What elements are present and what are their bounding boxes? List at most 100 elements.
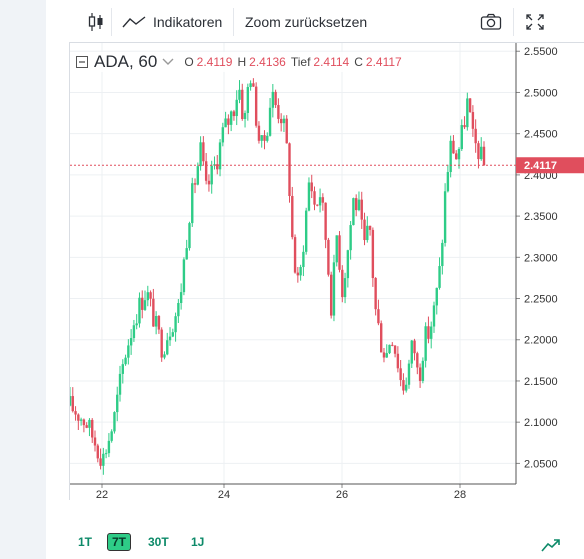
candle xyxy=(360,199,363,220)
candlestick-icon[interactable] xyxy=(85,8,107,36)
candle xyxy=(310,182,313,192)
timeframe-1t[interactable]: 1T xyxy=(78,535,93,549)
last-price-tag xyxy=(516,157,584,174)
candle xyxy=(227,118,230,125)
high-label: H xyxy=(237,55,247,69)
candle xyxy=(374,278,377,310)
candle xyxy=(174,316,177,333)
y-tick-label: 2.3500 xyxy=(524,211,558,223)
timeframe-1j[interactable]: 1J xyxy=(191,535,205,549)
candle xyxy=(388,344,391,354)
candle xyxy=(82,419,86,426)
chevron-down-icon[interactable] xyxy=(162,58,174,66)
candle xyxy=(396,353,400,369)
candle xyxy=(110,431,113,441)
candle xyxy=(157,315,161,330)
y-tick-label: 2.5000 xyxy=(524,87,558,99)
candle xyxy=(171,332,175,337)
low-value: 2.4114 xyxy=(313,55,350,69)
candle xyxy=(129,338,133,346)
fullscreen-icon[interactable] xyxy=(525,8,545,36)
candle xyxy=(449,140,452,173)
candle xyxy=(466,98,469,128)
candle xyxy=(302,251,305,268)
candle xyxy=(185,248,188,260)
candle xyxy=(307,182,311,211)
candle xyxy=(96,445,99,459)
candle xyxy=(163,354,166,358)
candle xyxy=(432,305,436,327)
candle xyxy=(210,165,213,185)
candle xyxy=(168,336,172,341)
zoom-reset-label: Zoom zurücksetzen xyxy=(245,14,368,30)
candle xyxy=(321,197,325,203)
collapse-icon[interactable] xyxy=(76,56,88,68)
candle xyxy=(324,202,327,240)
candle xyxy=(474,128,477,144)
candle xyxy=(316,204,319,206)
candle xyxy=(480,146,483,160)
last-price-label: 2.4117 xyxy=(524,160,557,172)
y-tick-label: 2.5500 xyxy=(524,46,558,58)
x-tick-label: 26 xyxy=(336,489,348,501)
candle xyxy=(104,453,108,455)
candle xyxy=(377,309,380,324)
candle xyxy=(257,125,261,141)
indicators-button[interactable]: Indikatoren xyxy=(122,8,222,36)
candle xyxy=(243,112,247,119)
candle xyxy=(193,183,197,185)
candle xyxy=(352,198,355,226)
camera-icon[interactable] xyxy=(480,8,502,36)
candle xyxy=(177,303,180,317)
y-tick-label: 2.3000 xyxy=(524,252,558,264)
candle xyxy=(166,340,169,355)
candlestick-chart[interactable]: 2.55002.50002.45002.40002.35002.30002.25… xyxy=(68,43,584,501)
candle xyxy=(438,266,441,288)
candle xyxy=(132,325,136,339)
candle xyxy=(268,107,272,136)
candle xyxy=(260,135,263,141)
candle xyxy=(413,340,416,354)
timeframe-7t[interactable]: 7T xyxy=(107,533,132,551)
candle xyxy=(135,323,138,326)
x-tick-label: 22 xyxy=(96,489,108,501)
candle xyxy=(332,262,336,316)
candle xyxy=(402,380,405,391)
candle xyxy=(441,242,444,267)
candle xyxy=(430,326,433,339)
candle xyxy=(113,412,116,432)
candle xyxy=(182,259,186,293)
chart-area[interactable]: 2.5500 2.5000 2.4500 2.4000 2.3500 2.3000 2.25… xyxy=(68,42,584,501)
candle xyxy=(266,135,269,141)
candle xyxy=(416,353,419,368)
candle xyxy=(141,297,144,310)
candle xyxy=(149,292,152,299)
candle xyxy=(418,367,422,381)
candle xyxy=(68,396,72,406)
candle xyxy=(218,142,222,170)
candle xyxy=(282,118,286,124)
trend-icon[interactable] xyxy=(541,538,561,552)
y-tick-label: 2.1500 xyxy=(524,376,558,388)
candle xyxy=(204,161,208,181)
candle xyxy=(446,172,450,192)
timeframe-30t[interactable]: 30T xyxy=(148,535,169,549)
zoom-reset-button[interactable]: Zoom zurücksetzen xyxy=(245,8,367,36)
candle xyxy=(427,326,430,339)
candle xyxy=(127,345,130,358)
candle xyxy=(252,83,255,87)
candle xyxy=(154,315,158,327)
candle xyxy=(457,149,461,160)
candle xyxy=(199,142,202,167)
candle xyxy=(471,112,475,129)
candle xyxy=(191,183,194,224)
candle xyxy=(385,353,388,358)
candle xyxy=(285,118,288,144)
candle xyxy=(93,437,97,446)
high-value: 2.4136 xyxy=(249,55,286,69)
candle xyxy=(299,267,302,276)
open-label: O xyxy=(184,55,194,69)
candle xyxy=(304,210,308,252)
candle xyxy=(91,419,94,438)
candle xyxy=(338,235,341,270)
